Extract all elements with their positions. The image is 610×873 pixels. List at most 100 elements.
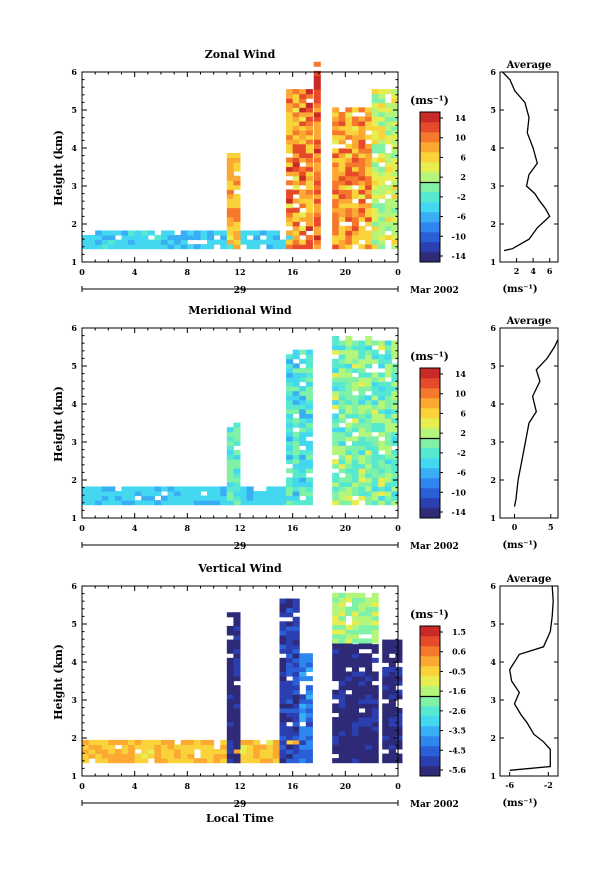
field-cell — [345, 472, 353, 478]
field-cell — [345, 216, 353, 222]
field-cell — [313, 139, 321, 145]
field-cell — [233, 621, 241, 627]
field-cell — [388, 721, 396, 727]
field-cell — [345, 239, 353, 245]
field-cell — [388, 680, 396, 686]
field-cell — [253, 244, 261, 250]
field-cell — [365, 184, 373, 190]
field-cell — [358, 180, 366, 186]
field-cell — [332, 644, 340, 650]
field-cell — [220, 495, 228, 501]
field-cell — [351, 611, 359, 617]
field-cell — [395, 753, 403, 759]
field-cell — [391, 121, 399, 127]
field-cell — [371, 436, 379, 442]
field-cell — [305, 666, 313, 672]
y-axis-label: Height (km) — [52, 130, 65, 206]
field-cell — [332, 349, 340, 355]
field-cell — [226, 726, 234, 732]
field-cell — [305, 239, 313, 245]
field-cell — [305, 358, 313, 364]
field-cell — [388, 694, 396, 700]
field-cell — [279, 621, 287, 627]
field-cell — [384, 395, 392, 401]
field-cell — [292, 372, 300, 378]
field-cell — [351, 171, 359, 177]
field-cell — [141, 244, 149, 250]
field-cell — [338, 638, 346, 644]
field-cell — [305, 753, 313, 759]
field-cell — [345, 436, 353, 442]
field-cell — [95, 500, 103, 506]
field-cell — [384, 436, 392, 442]
field-cell — [286, 162, 294, 168]
field-cell — [292, 130, 300, 136]
field-cell — [292, 621, 300, 627]
field-cell — [299, 139, 307, 145]
field-cell — [371, 175, 379, 181]
colorbar-tick-label: -2.6 — [449, 706, 467, 716]
field-cell — [391, 235, 399, 241]
field-cell — [292, 390, 300, 396]
field-cell — [351, 481, 359, 487]
field-cell — [371, 739, 379, 745]
field-cell — [240, 749, 248, 755]
field-cell — [378, 491, 386, 497]
field-cell — [305, 685, 313, 691]
field-cell — [358, 717, 366, 723]
field-cell — [299, 399, 307, 405]
field-cell — [358, 611, 366, 617]
field-cell — [384, 445, 392, 451]
colorbar-segment — [420, 122, 440, 133]
field-cell — [382, 644, 390, 650]
field-cell — [358, 472, 366, 478]
field-cell — [358, 481, 366, 487]
y-tick-label: 5 — [71, 361, 77, 371]
field-cell — [193, 230, 201, 236]
y-tick-label: 1 — [71, 257, 77, 267]
field-cell — [365, 744, 373, 750]
field-cell — [371, 193, 379, 200]
field-cell — [358, 157, 366, 163]
field-cell — [299, 468, 307, 474]
field-cell — [358, 449, 366, 456]
field-cell — [286, 598, 294, 604]
field-cell — [292, 607, 300, 613]
field-cell — [286, 680, 294, 686]
x-tick-label: 0 — [395, 781, 401, 791]
field-cell — [286, 354, 294, 360]
field-cell — [358, 730, 366, 736]
field-cell — [233, 671, 241, 677]
field-cell — [108, 491, 116, 497]
field-cell — [332, 671, 340, 677]
field-cell — [365, 500, 373, 506]
field-cell — [246, 491, 254, 497]
field-cell — [233, 422, 241, 428]
field-cell — [292, 395, 300, 401]
field-cell — [233, 427, 241, 433]
field-cell — [365, 372, 373, 378]
field-cell — [299, 216, 307, 222]
field-cell — [338, 481, 346, 487]
field-cell — [384, 349, 392, 355]
field-cell — [365, 335, 373, 342]
field-cell — [365, 753, 373, 759]
field-cell — [332, 491, 340, 497]
avg-profile-line — [509, 585, 554, 771]
y-tick-label: 5 — [71, 619, 77, 629]
field-cell — [253, 749, 261, 755]
field-cell — [121, 753, 129, 759]
y-tick-label: 1 — [71, 771, 77, 781]
field-cell — [338, 611, 346, 617]
field-cell — [292, 500, 300, 506]
field-cell — [292, 689, 300, 695]
field-cell — [286, 468, 294, 474]
field-cell — [95, 244, 103, 250]
field-cell — [384, 212, 392, 218]
field-cell — [226, 630, 234, 636]
field-cell — [371, 89, 379, 95]
field-cell — [95, 739, 103, 745]
field-cell — [233, 477, 241, 483]
field-cell — [101, 491, 109, 497]
